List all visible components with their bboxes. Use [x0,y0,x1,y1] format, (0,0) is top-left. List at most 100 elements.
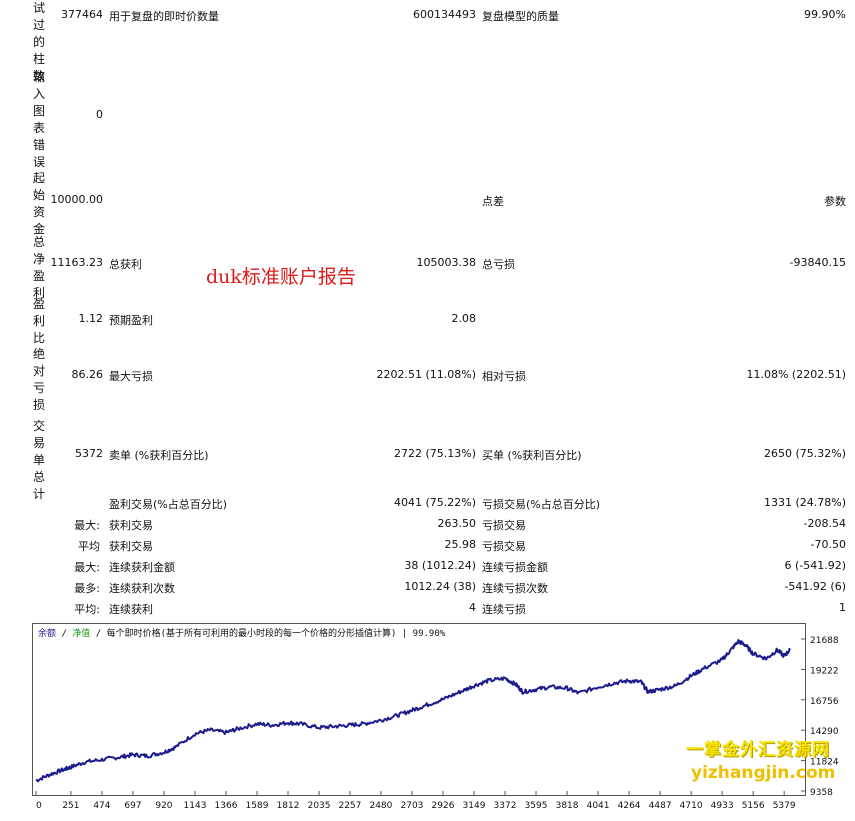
x-tick-label: 3372 [494,801,517,811]
expected-payoff-label: 预期盈利 [109,314,153,327]
report-overlay-title: duk标准账户报告 [206,266,356,288]
modelling-quality-value: 99.90% [804,8,846,21]
chart-model-desc: 每个即时价格(基于所有可利用的最小时段的每一个价格的分形插值计算) [106,629,397,639]
y-tick-label: 16756 [810,697,839,707]
x-tick-label: 4041 [587,801,610,811]
gross-loss-value: -93840.15 [789,256,846,269]
average-loss-value: -70.50 [810,538,846,551]
absolute-drawdown-label: 绝对亏损 [32,347,45,412]
relative-drawdown-label: 相对亏损 [482,370,526,383]
average-profit-value: 25.98 [444,538,477,551]
x-tick-label: 5156 [742,801,765,811]
total-trades-label: 交易单总计 [32,419,45,501]
profit-factor-label: 盈利比 [32,297,45,345]
legend-equity: 净值 [72,629,91,639]
gross-loss-label: 总亏损 [482,258,515,271]
long-positions-label: 买单 (%获利百分比) [482,449,582,462]
expected-payoff-value: 2.08 [451,312,477,325]
x-tick-label: 920 [155,801,172,811]
x-tick-label: 2926 [432,801,455,811]
largest-label: 最大: [74,519,100,532]
x-tick-label: 1366 [215,801,238,811]
profit-trades-value: 4041 (75.22%) [393,496,476,509]
x-tick-label: 697 [124,801,141,811]
bars-value: 377464 [61,8,103,21]
largest-profit-value: 263.50 [437,517,477,530]
largest-profit-label: 获利交易 [109,519,153,532]
relative-drawdown-value: 11.08% (2202.51) [746,368,846,381]
spread-label: 点差 [482,195,504,208]
max-drawdown-value: 2202.51 (11.08%) [376,368,476,381]
x-tick-label: 3818 [556,801,579,811]
max-consec-wins-value: 38 (1012.24) [404,559,476,572]
profit-trades-label: 盈利交易(%占总百分比) [109,498,228,511]
long-positions-value: 2650 (75.32%) [763,447,846,460]
balance-chart-svg: 0 251 474 697 920 1143 1366 1589 1812 2035 2257 248… [32,623,839,811]
maximal-profit-value: 1012.24 (38) [404,580,476,593]
watermark-url: yizhangjin.com [691,763,836,783]
profit-factor-value: 1.12 [78,312,104,325]
deposit-value: 10000.00 [50,193,104,206]
avg-consec-losses-value: 1 [839,601,846,614]
watermark-chinese: 一掌金外汇资源网 [686,740,830,760]
x-tick-label: 1143 [184,801,207,811]
avg-consec-wins-label: 连续获利 [109,603,153,616]
x-tick-label: 2035 [308,801,331,811]
x-tick-label: 3149 [463,801,486,811]
x-tick-label: 2257 [338,801,361,811]
x-tick-label: 4264 [618,801,641,811]
x-tick-label: 4933 [711,801,734,811]
average-label: 平均 [78,540,100,553]
errors-value: 0 [96,108,103,121]
x-tick-label: 5379 [773,801,796,811]
abs-drawdown-value: 86.26 [71,368,104,381]
x-tick-label: 2703 [401,801,424,811]
gross-profit-value: 105003.38 [416,256,477,269]
chart-quality: 99.90% [412,629,446,639]
max-drawdown-label: 最大亏损 [109,370,153,383]
x-tick-label: 3595 [525,801,548,811]
x-tick-label: 2480 [369,801,392,811]
x-tick-label: 1812 [277,801,300,811]
short-positions-label: 卖单 (%获利百分比) [109,449,209,462]
x-tick-label: 4710 [680,801,703,811]
y-axis-ticks: 21688 19222 16756 14290 11824 9358 [801,636,839,798]
largest-loss-label: 亏损交易 [482,519,526,532]
x-tick-label: 0 [36,801,42,811]
net-profit-value: 11163.23 [50,256,104,269]
chart-header: 余额 / 净值 / 每个即时价格(基于所有可利用的最小时段的每一个价格的分形插值… [38,629,446,639]
x-axis-ticks: 0 251 474 697 920 1143 1366 1589 1812 2035 2257 248… [35,791,796,811]
x-tick-label: 4487 [649,801,672,811]
maximal-loss-value: -541.92 (6) [784,580,846,593]
average-profit-label: 获利交易 [109,540,153,553]
mismatched-errors-label: 输入图表错误 [32,70,45,169]
spread-value: 参数 [824,195,846,208]
short-positions-value: 2722 (75.13%) [393,447,476,460]
bars-tested-label: 试过的柱数 [32,1,45,83]
y-tick-label: 9358 [810,788,833,798]
maximal-label: 最多: [74,582,100,595]
initial-deposit-label: 起始资金 [32,171,45,236]
loss-trades-value: 1331 (24.78%) [763,496,846,509]
x-tick-label: 1589 [246,801,269,811]
gross-profit-label: 总获利 [109,258,142,271]
legend-balance: 余额 [38,629,57,639]
balance-series-line [35,639,791,783]
avg-consec-label: 平均: [74,603,100,616]
y-tick-label: 19222 [810,666,839,676]
max-consec-label: 最大: [74,561,100,574]
max-consec-losses-label: 连续亏损金额 [482,561,548,574]
maximal-profit-label: 连续获利次数 [109,582,175,595]
maximal-loss-label: 连续亏损次数 [482,582,548,595]
x-tick-label: 474 [93,801,110,811]
avg-consec-wins-value: 4 [469,601,476,614]
y-tick-label: 21688 [810,636,839,646]
y-tick-label: 11824 [810,758,839,768]
total-trades-value: 5372 [75,447,103,460]
largest-loss-value: -208.54 [803,517,846,530]
y-tick-label: 14290 [810,727,839,737]
x-tick-label: 251 [62,801,79,811]
max-consec-wins-label: 连续获利金额 [109,561,175,574]
max-consec-losses-value: 6 (-541.92) [784,559,846,572]
avg-consec-losses-label: 连续亏损 [482,603,526,616]
